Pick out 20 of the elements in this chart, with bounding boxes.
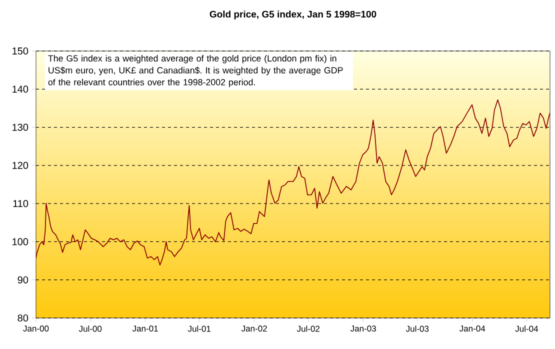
annotation: The G5 index is a weighted average of the gold price (London pm fix) in US$m euro, yen, UK£ and Canadian$. It is weighted by the average GDP of the relevant countries over the 1998-2002 period. (48, 55, 343, 88)
y-tick-label: 110 (13, 200, 28, 208)
x-tick-label: Jul-03 (406, 326, 429, 332)
y-tick-label: 130 (12, 124, 28, 131)
x-tick-label: Jan-01 (132, 326, 158, 332)
x-tick-label: Jul-01 (188, 326, 211, 332)
y-tick-label: 100 (12, 238, 28, 246)
x-tick-label: Jan-04 (459, 326, 486, 332)
x-tick-label: Jul-04 (515, 326, 538, 332)
chart-title: Gold price, G5 index, Jan 5 1998=100 (210, 10, 376, 20)
y-tick-label: 90 (18, 276, 28, 284)
x-tick-label: Jan-03 (350, 326, 376, 332)
x-tick-label: Jan-00 (23, 326, 49, 332)
y-tick-label: 80 (18, 314, 28, 322)
y-tick-label: 140 (12, 86, 28, 93)
x-tick-label: Jul-02 (296, 326, 320, 332)
y-tick-label: 120 (12, 162, 28, 169)
x-tick-label: Jan-02 (241, 326, 267, 332)
x-tick-label: Jul-00 (78, 326, 102, 332)
y-tick-label: 150 (12, 47, 28, 55)
